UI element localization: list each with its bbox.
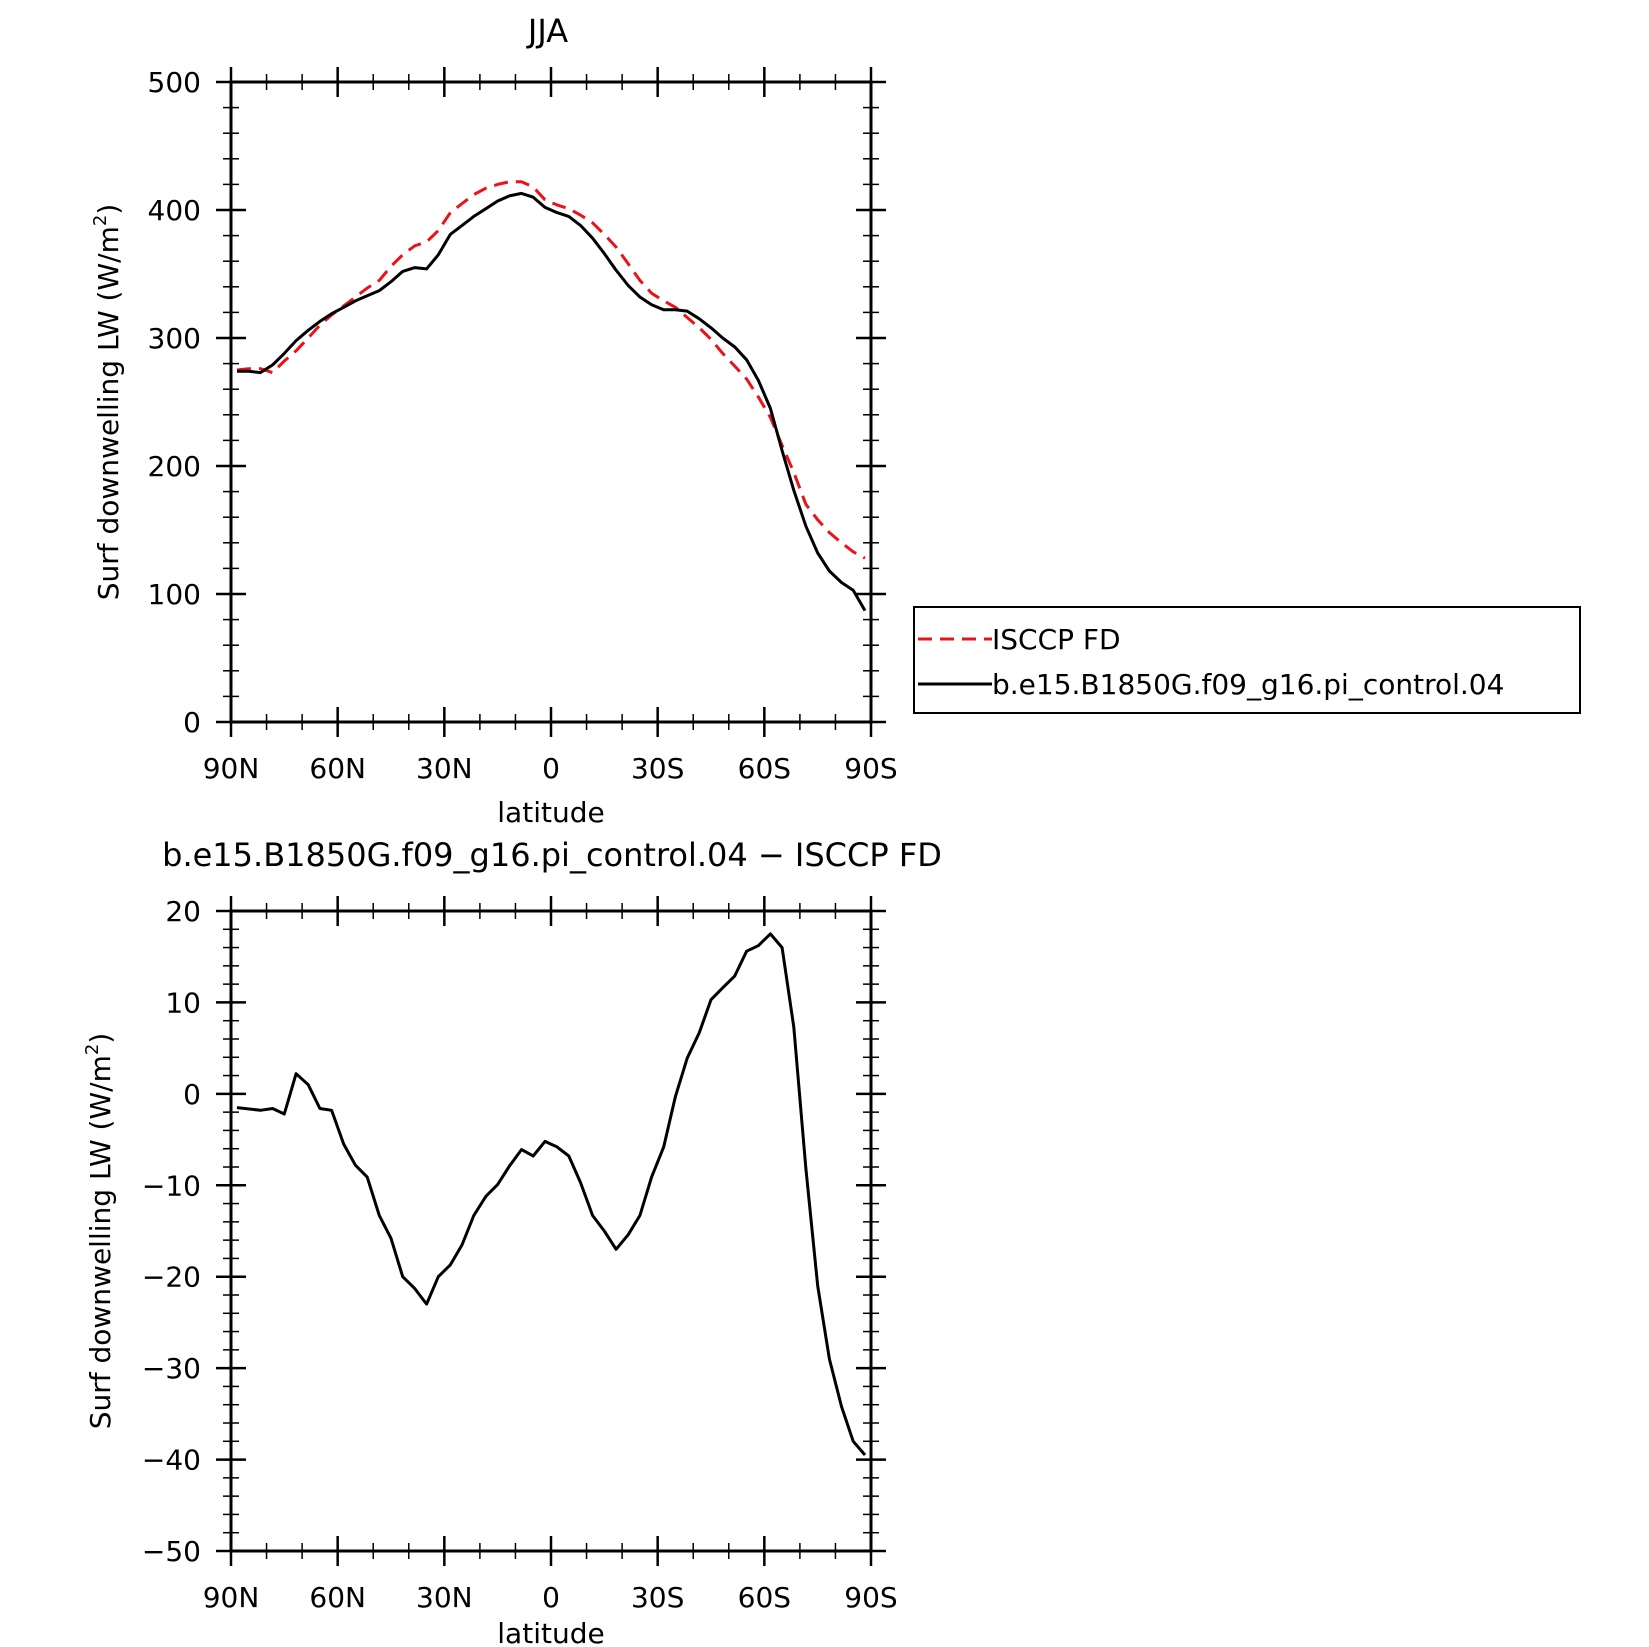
bottom-xtick-label: 0 [542, 1581, 560, 1614]
top-ytick-label: 100 [148, 578, 201, 611]
bottom-ytick-label: −20 [142, 1261, 201, 1294]
bottom-ytick-label: −30 [142, 1352, 201, 1385]
bottom-xtick-label: 60N [309, 1581, 366, 1614]
bottom-xtick-label: 30N [416, 1581, 473, 1614]
bottom-axis-ticks: −50 −40 −30 −20 −10 0 10 20 90N 60N 30N 0 30S 60S 90S [142, 895, 898, 1614]
panel-bottom-chart: b.e15.B1850G.f09_g16.pi_control.04 − ISC… [82, 836, 942, 1647]
bottom-ytick-label: −40 [142, 1444, 201, 1477]
bottom-x-axis-title: latitude [497, 1617, 604, 1647]
bottom-xtick-label: 90N [203, 1581, 260, 1614]
bottom-ytick-label: 10 [165, 986, 201, 1019]
bottom-y-axis-title-main: Surf downwelling LW (W/m [84, 1055, 117, 1429]
bottom-xtick-label: 60S [738, 1581, 791, 1614]
top-ytick-label: 0 [183, 706, 201, 739]
bottom-plot-frame [229, 909, 873, 1553]
bottom-ytick-label: −50 [142, 1535, 201, 1568]
bottom-ytick-label: 0 [183, 1078, 201, 1111]
top-ytick-label: 200 [148, 450, 201, 483]
bottom-chart-title: b.e15.B1850G.f09_g16.pi_control.04 − ISC… [162, 836, 942, 874]
top-xtick-label: 60S [738, 752, 791, 785]
bottom-ytick-label: −10 [142, 1169, 201, 1202]
legend-box [913, 606, 1581, 714]
legend: ISCCP FD b.e15.B1850G.f09_g16.pi_control… [913, 606, 1581, 714]
bottom-y-axis-title-end: ) [84, 1033, 117, 1044]
top-chart-title: JJA [526, 12, 568, 50]
top-xtick-label: 30S [631, 752, 684, 785]
top-ytick-label: 300 [148, 322, 201, 355]
top-y-axis-title-end: ) [92, 204, 125, 215]
top-y-axis-title: Surf downwelling LW (W/m2) [90, 204, 125, 601]
top-ytick-label: 400 [148, 194, 201, 227]
bottom-xtick-label: 30S [631, 1581, 684, 1614]
top-chart-marks [236, 180, 867, 612]
top-ytick-label: 500 [148, 66, 201, 99]
top-xtick-label: 60N [309, 752, 366, 785]
top-xtick-label: 90N [203, 752, 260, 785]
bottom-xtick-label: 90S [844, 1581, 897, 1614]
top-xtick-label: 30N [416, 752, 473, 785]
top-xtick-label: 90S [844, 752, 897, 785]
bottom-ytick-label: 20 [165, 895, 201, 928]
top-y-axis-title-main: Surf downwelling LW (W/m [92, 226, 125, 600]
legend-label-isccp-fd: ISCCP FD [992, 623, 1121, 656]
top-x-axis-title: latitude [497, 796, 604, 829]
bottom-chart-marks [236, 932, 867, 1456]
top-y-axis-title-sup: 2 [90, 215, 111, 226]
bottom-y-axis-title: Surf downwelling LW (W/m2) [82, 1033, 117, 1430]
top-series-line-1 [237, 191, 867, 612]
bottom-series-line-0 [236, 932, 867, 1456]
top-axis-ticks: 0 100 200 300 400 500 90N 60N 30N 0 30S 60S 90S [148, 66, 898, 785]
top-series-line-0 [236, 180, 866, 560]
bottom-y-axis-title-sup: 2 [82, 1044, 103, 1055]
top-xtick-label: 0 [542, 752, 560, 785]
legend-label-model: b.e15.B1850G.f09_g16.pi_control.04 [992, 668, 1504, 701]
top-plot-frame [229, 80, 873, 724]
